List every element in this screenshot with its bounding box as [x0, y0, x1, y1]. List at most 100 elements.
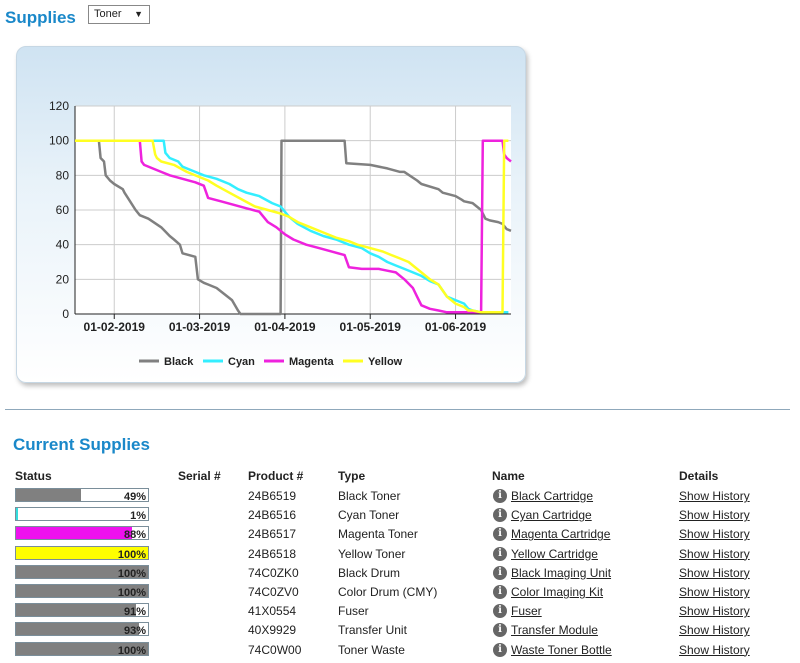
info-icon[interactable]: i [493, 623, 507, 638]
table-row: 49% 24B6519 Black Toner i Black Cartridge Sho… [0, 487, 800, 506]
header-status: Status [15, 469, 52, 483]
section-divider [5, 409, 790, 410]
supply-type: Black Toner [338, 489, 401, 503]
x-tick-label: 01-04-2019 [254, 320, 316, 334]
y-tick-label: 60 [56, 203, 70, 217]
status-percent: 100% [117, 587, 146, 599]
header-name: Name [492, 469, 525, 483]
supply-type: Cyan Toner [338, 508, 400, 523]
status-percent: 93% [123, 625, 146, 638]
series-line-magenta [75, 139, 512, 314]
supply-name-link[interactable]: Color Imaging Kit [511, 585, 604, 599]
status-level-bar: 100% [15, 545, 149, 561]
product-number: 24B6516 [248, 508, 297, 523]
status-level-fill [16, 585, 148, 597]
show-history-link[interactable]: Show History [679, 546, 750, 561]
status-level-fill [16, 527, 133, 540]
info-icon[interactable]: i [493, 604, 507, 619]
series-line-yellow [75, 139, 509, 314]
table-row: 1% 24B6516 Cyan Toner i Cyan Cartridge Show H… [0, 506, 800, 525]
status-percent: 88% [123, 529, 146, 542]
supply-type: Transfer Unit [338, 623, 407, 638]
status-percent: 91% [123, 606, 146, 619]
info-icon[interactable]: i [493, 565, 507, 580]
status-level-fill [16, 546, 148, 559]
info-icon[interactable]: i [493, 489, 507, 503]
show-history-link[interactable]: Show History [679, 508, 750, 523]
status-level-bar: 88% [15, 526, 149, 542]
x-tick-label: 01-03-2019 [169, 320, 231, 334]
legend-label-yellow: Yellow [368, 356, 403, 368]
info-icon[interactable]: i [493, 527, 507, 542]
supply-type-select[interactable]: Toner ▼ [88, 5, 150, 24]
x-tick-label: 01-05-2019 [340, 320, 402, 334]
status-level-fill [16, 489, 81, 501]
supply-name-link[interactable]: Black Cartridge [511, 489, 594, 503]
show-history-link[interactable]: Show History [679, 642, 750, 657]
select-value: Toner [94, 8, 122, 20]
info-icon[interactable]: i [493, 585, 507, 599]
header-product: Product # [248, 469, 304, 483]
supply-name-link[interactable]: Magenta Cartridge [511, 527, 611, 542]
table-row: 100% 24B6518 Yellow Toner i Yellow Cartridge… [0, 545, 800, 564]
status-level-bar: 1% [15, 507, 149, 523]
show-history-link[interactable]: Show History [679, 623, 750, 638]
product-number: 24B6518 [248, 546, 297, 561]
show-history-link[interactable]: Show History [679, 604, 750, 619]
legend-label-cyan: Cyan [228, 356, 255, 368]
supplies-line-chart: 0 20 40 60 80 100 120 01-02-2019 01-03-2019 01-04… [49, 99, 512, 368]
y-tick-label: 120 [49, 99, 69, 113]
show-history-link[interactable]: Show History [679, 489, 750, 503]
supply-name-link[interactable]: Waste Toner Bottle [511, 642, 612, 657]
status-percent: 100% [117, 644, 146, 657]
table-row: 100% 74C0ZK0 Black Drum i Black Imaging Unit… [0, 564, 800, 583]
supply-name-link[interactable]: Cyan Cartridge [511, 508, 592, 523]
status-percent: 49% [123, 491, 146, 503]
current-supplies-title: Current Supplies [13, 435, 150, 454]
legend-label-magenta: Magenta [289, 356, 335, 368]
info-icon[interactable]: i [493, 546, 507, 561]
status-percent: 100% [117, 567, 146, 580]
supply-name-link[interactable]: Transfer Module [511, 623, 598, 638]
status-level-bar: 93% [15, 622, 149, 638]
table-row: 88% 24B6517 Magenta Toner i Magenta Cartridg… [0, 525, 800, 544]
chevron-down-icon: ▼ [134, 9, 143, 19]
status-level-fill [16, 565, 148, 578]
y-tick-label: 100 [49, 134, 69, 148]
status-level-bar: 100% [15, 641, 149, 657]
table-row: 100% 74C0W00 Toner Waste i Waste Toner Bottl… [0, 641, 800, 660]
status-level-bar: 100% [15, 564, 149, 580]
product-number: 74C0W00 [248, 642, 302, 657]
y-tick-label: 40 [56, 238, 70, 252]
show-history-link[interactable]: Show History [679, 527, 750, 542]
table-row: 93% 40X9929 Transfer Unit i Transfer Module S… [0, 621, 800, 640]
y-tick-label: 20 [56, 272, 70, 286]
status-percent: 1% [130, 510, 146, 523]
header-details: Details [679, 469, 719, 483]
product-number: 40X9929 [248, 623, 297, 638]
supply-name-link[interactable]: Yellow Cartridge [511, 546, 598, 561]
show-history-link[interactable]: Show History [679, 585, 750, 599]
table-row: 100% 74C0ZV0 Color Drum (CMY) i Color Imagin… [0, 583, 800, 602]
info-icon[interactable]: i [493, 508, 507, 523]
product-number: 41X0554 [248, 604, 297, 619]
supply-type: Toner Waste [338, 642, 405, 657]
status-level-bar: 91% [15, 603, 149, 619]
show-history-link[interactable]: Show History [679, 565, 750, 580]
supply-name-link[interactable]: Fuser [511, 604, 542, 619]
supply-type: Yellow Toner [338, 546, 406, 561]
series-line-cyan [75, 139, 509, 314]
supply-type: Fuser [338, 604, 369, 619]
status-level-fill [16, 604, 137, 617]
info-icon[interactable]: i [493, 642, 507, 657]
status-level-fill [16, 642, 148, 655]
y-tick-label: 80 [56, 168, 70, 182]
product-number: 74C0ZK0 [248, 565, 299, 580]
product-number: 24B6517 [248, 527, 297, 542]
x-tick-label: 01-06-2019 [425, 320, 487, 334]
status-level-bar: 49% [15, 488, 149, 503]
supply-name-link[interactable]: Black Imaging Unit [511, 565, 612, 580]
product-number: 74C0ZV0 [248, 585, 299, 599]
status-level-fill [16, 623, 139, 636]
page-title: Supplies [5, 8, 76, 27]
